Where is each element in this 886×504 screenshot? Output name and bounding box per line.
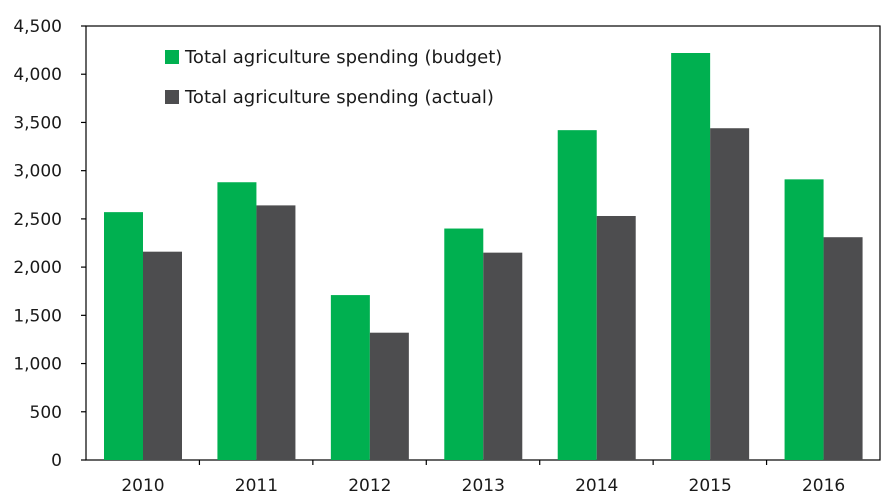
legend-label: Total agriculture spending (budget) xyxy=(184,47,502,68)
y-tick-label: 3,000 xyxy=(13,162,62,182)
x-tick-label: 2011 xyxy=(235,476,278,496)
bar-budget-2016 xyxy=(784,179,824,460)
bar-actual-2012 xyxy=(369,332,409,460)
bar-actual-2011 xyxy=(256,205,296,460)
bar-actual-2013 xyxy=(483,252,523,460)
y-tick-label: 4,000 xyxy=(13,65,62,85)
x-tick-label: 2015 xyxy=(689,476,732,496)
x-tick-label: 2013 xyxy=(462,476,505,496)
legend-swatch xyxy=(165,50,179,64)
y-tick-label: 1,000 xyxy=(13,355,62,375)
y-tick-label: 3,500 xyxy=(13,113,62,133)
legend-label: Total agriculture spending (actual) xyxy=(184,87,494,108)
y-tick-label: 1,500 xyxy=(13,306,62,326)
bar-actual-2010 xyxy=(143,251,182,460)
x-tick-label: 2010 xyxy=(121,476,164,496)
x-tick-label: 2014 xyxy=(575,476,618,496)
x-tick-label: 2016 xyxy=(802,476,845,496)
tick-labels: 0 500 1,000 1,500 2,000 2,500 3,000 3,500 4,000 4… xyxy=(13,17,845,496)
y-tick-label: 2,000 xyxy=(13,258,62,278)
y-tick-label: 500 xyxy=(30,403,62,423)
bars xyxy=(104,53,863,461)
bar-actual-2015 xyxy=(710,128,750,460)
bar-budget-2015 xyxy=(671,53,711,460)
bar-budget-2012 xyxy=(330,295,370,460)
y-tick-label: 2,500 xyxy=(13,210,62,230)
bar-budget-2013 xyxy=(444,228,484,460)
bar-budget-2011 xyxy=(217,182,257,461)
bar-budget-2010 xyxy=(104,212,143,460)
legend-swatch xyxy=(165,90,179,104)
y-tick-label: 0 xyxy=(51,451,62,471)
y-tick-label: 4,500 xyxy=(13,17,62,37)
bar-actual-2016 xyxy=(823,237,863,460)
bar-actual-2014 xyxy=(596,215,636,460)
bar-budget-2014 xyxy=(557,130,597,460)
x-tick-label: 2012 xyxy=(348,476,391,496)
legend: Total agriculture spending (budget) Total… xyxy=(165,47,502,108)
